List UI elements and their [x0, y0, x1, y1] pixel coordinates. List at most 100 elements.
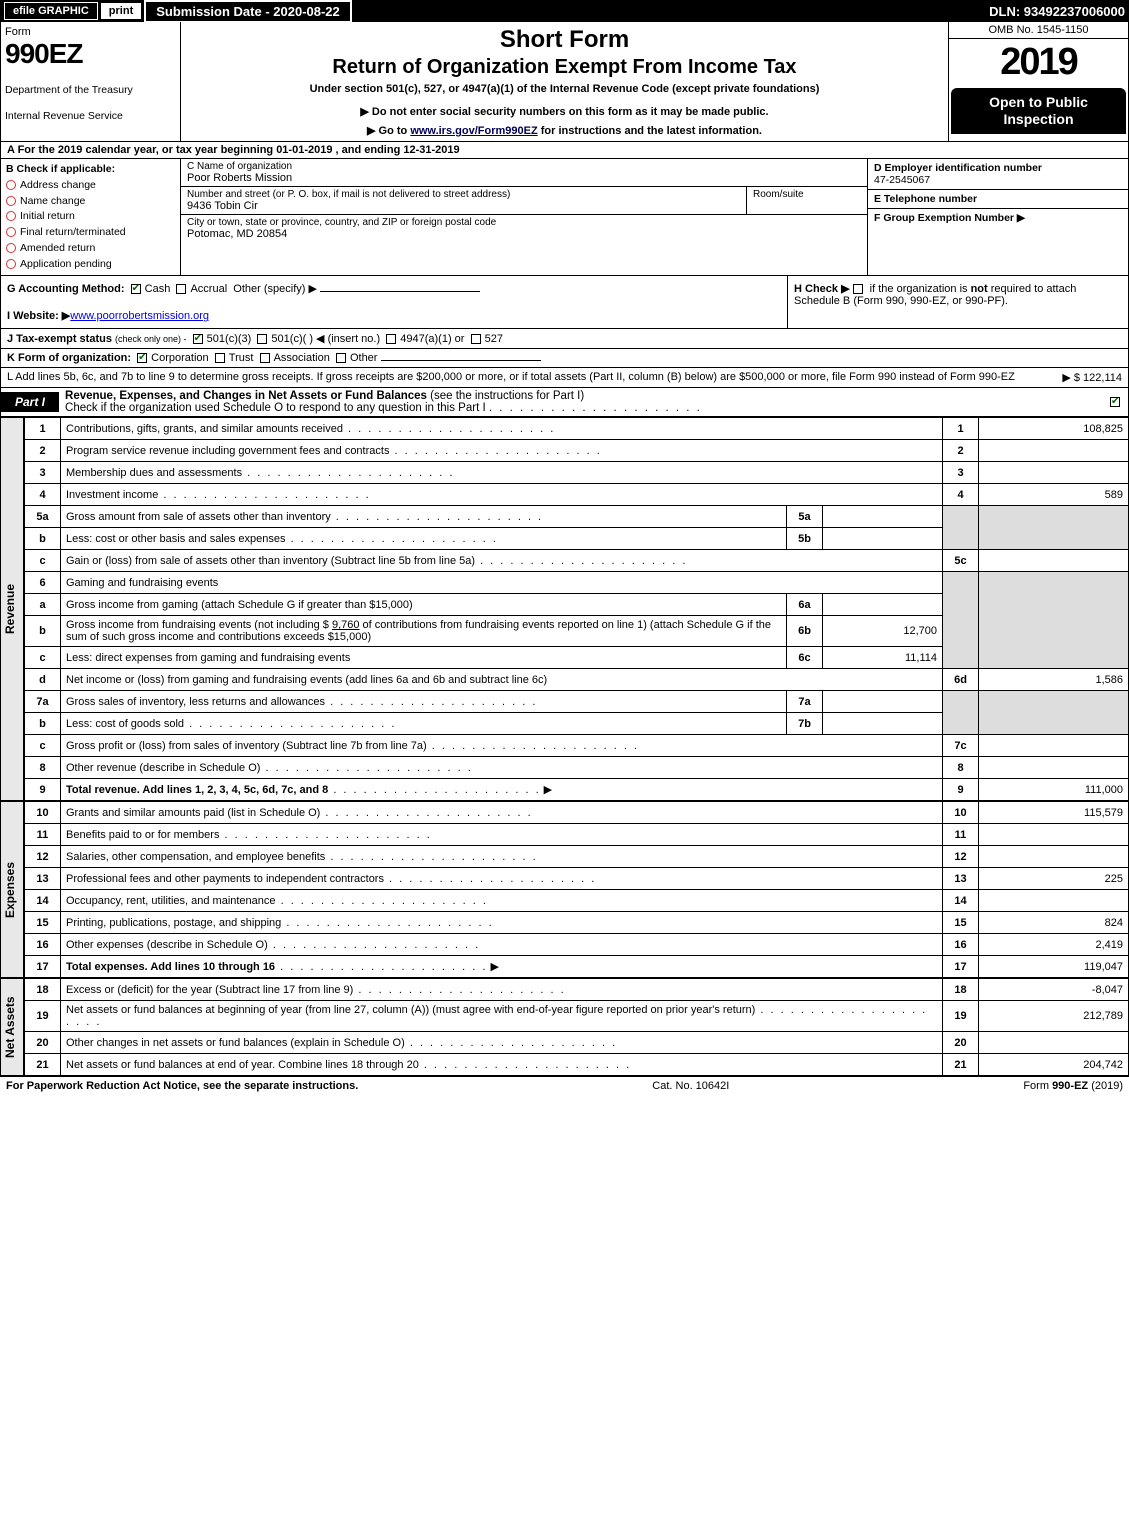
section-k: K Form of organization: Corporation Trus…: [0, 349, 1129, 368]
dln: DLN: 93492237006000: [989, 4, 1125, 19]
line-13: 13Professional fees and other payments t…: [25, 868, 1129, 890]
row-gh: G Accounting Method: Cash Accrual Other …: [0, 276, 1129, 329]
checkbox-schedule-o[interactable]: [1110, 397, 1120, 407]
goto-link[interactable]: www.irs.gov/Form990EZ: [410, 125, 537, 137]
omb-number: OMB No. 1545-1150: [949, 22, 1128, 39]
line-3: 3Membership dues and assessments3: [25, 462, 1129, 484]
checkbox-icon[interactable]: [6, 211, 16, 221]
checkbox-other[interactable]: [336, 353, 346, 363]
line-8: 8Other revenue (describe in Schedule O)8: [25, 757, 1129, 779]
checkbox-4947[interactable]: [386, 334, 396, 344]
page-footer: For Paperwork Reduction Act Notice, see …: [0, 1076, 1129, 1095]
line-6d: dNet income or (loss) from gaming and fu…: [25, 669, 1129, 691]
line-18: 18Excess or (deficit) for the year (Subt…: [25, 979, 1129, 1001]
goto-post: for instructions and the latest informat…: [538, 125, 762, 137]
org-name-value: Poor Roberts Mission: [187, 172, 861, 184]
part-i-title-cell: Revenue, Expenses, and Changes in Net As…: [59, 388, 1106, 416]
dept-irs: Internal Revenue Service: [5, 110, 176, 122]
website-link[interactable]: www.poorrobertsmission.org: [70, 310, 209, 322]
b-opt-name: Name change: [6, 194, 175, 210]
room-cell: Room/suite: [747, 187, 867, 214]
print-label: print: [109, 5, 133, 17]
k-label: K Form of organization:: [7, 352, 131, 364]
checkbox-h[interactable]: [853, 284, 863, 294]
e-phone: E Telephone number: [868, 190, 1128, 209]
line-6: 6Gaming and fundraising events: [25, 572, 1129, 594]
form-number: 990EZ: [5, 38, 176, 70]
title-short: Short Form: [189, 26, 940, 54]
checkbox-icon[interactable]: [6, 259, 16, 269]
city-value: Potomac, MD 20854: [187, 228, 861, 240]
tax-year: 2019: [949, 39, 1128, 86]
title-return: Return of Organization Exempt From Incom…: [189, 56, 940, 79]
f-group: F Group Exemption Number ▶: [868, 209, 1128, 275]
checkbox-cash[interactable]: [131, 284, 141, 294]
revenue-side: Revenue: [0, 417, 24, 801]
expenses-table: 10Grants and similar amounts paid (list …: [24, 801, 1129, 978]
net-assets-section: Net Assets 18Excess or (deficit) for the…: [0, 978, 1129, 1076]
footer-right: Form 990-EZ (2019): [1023, 1080, 1123, 1092]
street-label: Number and street (or P. O. box, if mail…: [187, 189, 740, 200]
line-12: 12Salaries, other compensation, and empl…: [25, 846, 1129, 868]
section-h: H Check ▶ if the organization is not req…: [788, 276, 1128, 328]
other-specify-line: [320, 291, 480, 292]
section-c: C Name of organization Poor Roberts Miss…: [181, 159, 868, 275]
l-value: ▶ $ 122,114: [1052, 371, 1122, 384]
checkbox-assoc[interactable]: [260, 353, 270, 363]
line-19: 19Net assets or fund balances at beginni…: [25, 1001, 1129, 1032]
efile-button[interactable]: efile GRAPHIC: [4, 2, 98, 20]
section-g: G Accounting Method: Cash Accrual Other …: [1, 276, 788, 328]
f-label: F Group Exemption Number ▶: [874, 212, 1122, 224]
street-cell: Number and street (or P. O. box, if mail…: [181, 187, 747, 214]
footer-left: For Paperwork Reduction Act Notice, see …: [6, 1080, 358, 1092]
b-opt-final: Final return/terminated: [6, 225, 175, 241]
j-label: J Tax-exempt status: [7, 333, 112, 345]
open-public: Open to Public Inspection: [951, 88, 1126, 134]
line-21: 21Net assets or fund balances at end of …: [25, 1054, 1129, 1076]
checkbox-trust[interactable]: [215, 353, 225, 363]
efile-label: efile GRAPHIC: [13, 5, 89, 17]
b-opt-amended: Amended return: [6, 241, 175, 257]
d-ein: D Employer identification number 47-2545…: [868, 159, 1128, 190]
checkbox-501c3[interactable]: [193, 334, 203, 344]
net-assets-side: Net Assets: [0, 978, 24, 1076]
header-right: OMB No. 1545-1150 2019 Open to Public In…: [948, 22, 1128, 141]
section-j: J Tax-exempt status (check only one) - 5…: [0, 329, 1129, 349]
checkbox-501c[interactable]: [257, 334, 267, 344]
checkbox-icon[interactable]: [6, 227, 16, 237]
part-i-see: (see the instructions for Part I): [430, 390, 584, 402]
d-value: 47-2545067: [874, 174, 1122, 186]
part-i-checkbox-cell: [1106, 396, 1128, 408]
form-word: Form: [5, 26, 176, 38]
line-14: 14Occupancy, rent, utilities, and mainte…: [25, 890, 1129, 912]
checkbox-527[interactable]: [471, 334, 481, 344]
line-16: 16Other expenses (describe in Schedule O…: [25, 934, 1129, 956]
line-7c: cGross profit or (loss) from sales of in…: [25, 735, 1129, 757]
l-text: L Add lines 5b, 6c, and 7b to line 9 to …: [7, 371, 1052, 384]
e-label: E Telephone number: [874, 193, 1122, 205]
expenses-side: Expenses: [0, 801, 24, 978]
line-10: 10Grants and similar amounts paid (list …: [25, 802, 1129, 824]
checkbox-icon[interactable]: [6, 243, 16, 253]
d-label: D Employer identification number: [874, 162, 1122, 174]
checkbox-icon[interactable]: [6, 180, 16, 190]
street-value: 9436 Tobin Cir: [187, 200, 740, 212]
checkbox-icon[interactable]: [6, 196, 16, 206]
goto-pre: ▶ Go to: [367, 125, 410, 137]
checkbox-corp[interactable]: [137, 353, 147, 363]
section-a-tax-year: A For the 2019 calendar year, or tax yea…: [0, 142, 1129, 159]
expenses-label: Expenses: [0, 801, 24, 978]
line-9: 9Total revenue. Add lines 1, 2, 3, 4, 5c…: [25, 779, 1129, 801]
dots: [489, 402, 702, 414]
b-opt-address: Address change: [6, 178, 175, 194]
room-label: Room/suite: [753, 189, 861, 200]
line-15: 15Printing, publications, postage, and s…: [25, 912, 1129, 934]
b-label: B Check if applicable:: [6, 162, 175, 178]
print-button[interactable]: print: [100, 2, 142, 20]
ssn-notice: ▶ Do not enter social security numbers o…: [189, 105, 940, 118]
revenue-section: Revenue 1Contributions, gifts, grants, a…: [0, 417, 1129, 801]
line-20: 20Other changes in net assets or fund ba…: [25, 1032, 1129, 1054]
city-row: City or town, state or province, country…: [181, 215, 867, 243]
checkbox-accrual[interactable]: [176, 284, 186, 294]
top-bar-left: efile GRAPHIC print Submission Date - 20…: [4, 0, 352, 23]
